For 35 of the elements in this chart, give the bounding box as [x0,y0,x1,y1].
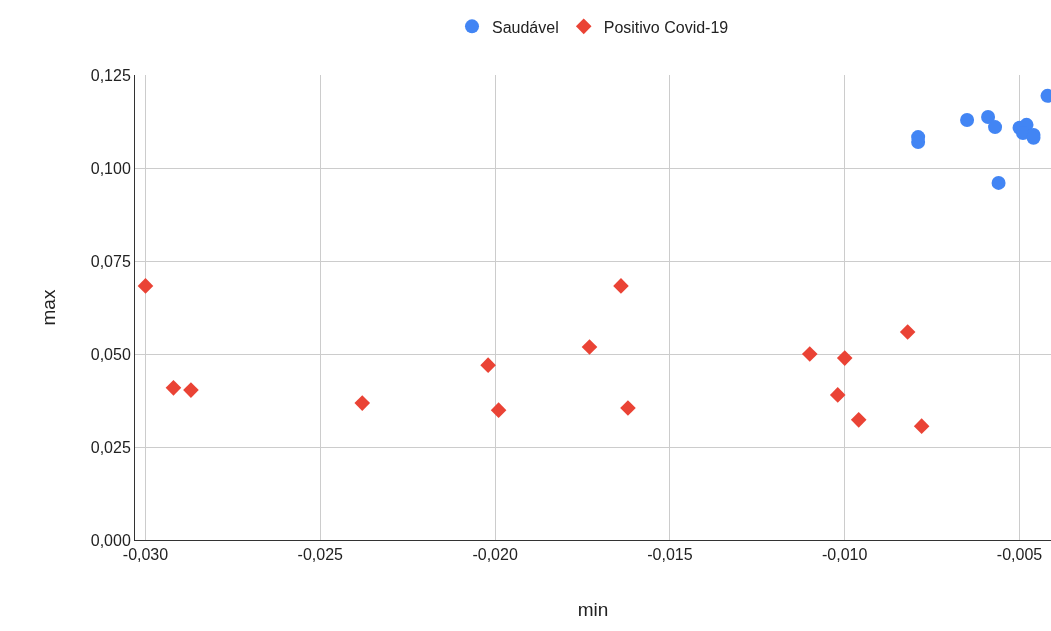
point [836,350,853,366]
x-tick-label: -0,015 [647,546,693,564]
point [620,400,636,416]
y-tick-label: 0,125 [90,66,131,84]
point [137,278,154,294]
y-tick-label: 0,100 [90,159,131,177]
x-tick-label: -0,005 [996,546,1043,564]
point [581,339,598,355]
point [490,402,507,418]
legend-label: Saudável [492,18,559,36]
y-axis-title: max [37,289,59,326]
point [913,418,930,434]
point [829,387,846,403]
point [850,412,867,428]
point [991,175,1006,190]
y-tick-label: 0,025 [90,438,131,456]
point [480,357,496,373]
point [165,380,182,396]
point [960,113,975,127]
point [988,120,1003,135]
point [613,278,629,294]
x-tick-label: -0,030 [122,546,169,564]
x-tick-label: -0,025 [297,546,344,564]
point [354,395,371,411]
x-axis-title: min [577,599,609,620]
point [899,324,916,340]
legend-label: Positivo Covid-19 [603,18,729,36]
x-tick-label: -0,020 [472,546,518,564]
x-tick-label: -0,010 [822,546,868,564]
y-tick-label: 0,050 [90,345,131,363]
point [981,110,996,125]
point [801,346,818,362]
point [183,382,199,398]
y-tick-label: 0,000 [90,531,131,549]
y-tick-label: 0,075 [90,252,131,270]
